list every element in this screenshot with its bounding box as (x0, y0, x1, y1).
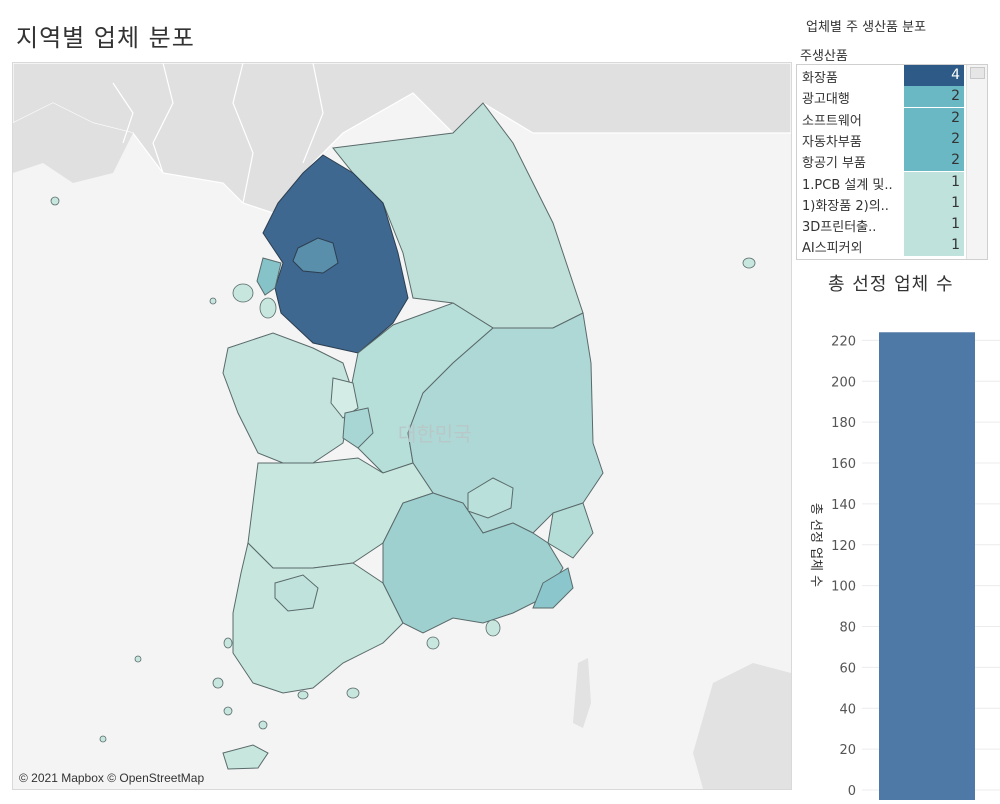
region-daejeon[interactable] (342, 407, 374, 449)
product-list-item[interactable]: 1.PCB 설계 및.. 1 (797, 171, 965, 193)
product-count-bar: 1 (904, 171, 964, 193)
product-column-header: 주생산품 (800, 49, 848, 64)
product-list-item[interactable]: 자동차부품 2 (797, 128, 965, 150)
country-label: 대한민국 (398, 422, 472, 446)
total-bar[interactable] (879, 332, 975, 800)
region-gyeongnam[interactable] (382, 492, 564, 634)
y-tick-label: 120 (831, 539, 856, 554)
product-label: 항공기 부품 (802, 156, 866, 172)
region-seoul[interactable] (292, 237, 339, 274)
product-count: 1 (951, 173, 960, 190)
product-list-item[interactable]: 항공기 부품 2 (797, 150, 965, 172)
islands (50, 196, 756, 743)
region-chungnam[interactable] (222, 332, 354, 464)
bar-chart-title: 총 선정 업체 수 (828, 274, 954, 295)
y-tick-label: 160 (831, 457, 856, 472)
japan-land (693, 663, 791, 789)
y-tick-label: 40 (839, 702, 856, 717)
product-count: 4 (951, 67, 960, 83)
china-coast (13, 103, 133, 183)
product-label: 3D프린터출.. (802, 220, 877, 236)
product-label: 광고대행 (802, 92, 850, 108)
product-label: 1)화장품 2)의.. (802, 198, 889, 214)
product-count: 2 (951, 152, 960, 169)
product-label: AI스피커외 (802, 241, 863, 257)
product-count-bar: 2 (904, 86, 964, 108)
page-title: 지역별 업체 분포 (16, 24, 195, 52)
y-tick-label: 140 (831, 498, 856, 513)
y-axis-title: 총 선정 업체 수 (808, 503, 823, 587)
y-tick-label: 180 (831, 416, 856, 431)
y-tick-label: 220 (831, 334, 856, 349)
product-count-bar: 1 (904, 235, 964, 257)
product-count: 2 (951, 88, 960, 105)
region-ulsan[interactable] (547, 502, 594, 559)
map-svg[interactable]: 대한민국 (13, 63, 791, 789)
y-tick-label: 80 (839, 621, 856, 636)
y-tick-label: 100 (831, 580, 856, 595)
product-count-bar: 2 (904, 107, 964, 129)
product-count-bar: 2 (904, 128, 964, 150)
product-count: 2 (951, 109, 960, 126)
product-list-item[interactable]: 광고대행 2 (797, 86, 965, 108)
product-list[interactable]: 화장품 4 광고대행 2 소프트웨어 2 자동차부품 2 항공기 부품 2 1.PCB 설계 및..… (796, 64, 988, 260)
product-list-item[interactable]: AI스피커외 1 (797, 235, 965, 257)
region-map[interactable]: 대한민국 © 2021 Mapbox © OpenStreetMap (12, 62, 792, 790)
scroll-up-arrow[interactable] (970, 67, 985, 79)
region-gyeongbuk[interactable] (407, 312, 604, 534)
region-incheon[interactable] (256, 257, 282, 296)
product-count: 1 (951, 237, 960, 254)
y-tick-label: 60 (839, 661, 856, 676)
product-panel-title: 업체별 주 생산품 분포 (806, 20, 927, 35)
product-list-item[interactable]: 3D프린터출.. 1 (797, 214, 965, 236)
total-companies-chart[interactable]: 0 20 40 60 80 100 120 140 160 180 200 220 총 선정 업체 수 (796, 300, 1000, 800)
product-list-item[interactable]: 소프트웨어 2 (797, 107, 965, 129)
tsushima-island (573, 658, 591, 728)
product-count-bar: 2 (904, 150, 964, 172)
region-jeju[interactable] (222, 744, 269, 770)
region-gwangju[interactable] (274, 574, 319, 612)
map-attribution[interactable]: © 2021 Mapbox © OpenStreetMap (19, 771, 205, 785)
product-count-bar: 4 (904, 65, 964, 86)
product-list-item[interactable]: 1)화장품 2)의.. 1 (797, 192, 965, 214)
y-tick-label: 200 (831, 375, 856, 390)
product-count: 1 (951, 194, 960, 211)
border-lines (112, 63, 324, 204)
list-scrollbar[interactable] (966, 65, 987, 259)
product-label: 1.PCB 설계 및.. (802, 177, 893, 193)
product-label: 소프트웨어 (802, 113, 862, 129)
product-count: 1 (951, 216, 960, 233)
product-count-bar: 1 (904, 214, 964, 236)
product-count: 2 (951, 130, 960, 147)
y-tick-label: 20 (839, 743, 856, 758)
region-busan[interactable] (532, 567, 574, 609)
product-label: 자동차부품 (802, 134, 862, 150)
product-label: 화장품 (802, 71, 838, 86)
bar-chart-svg: 0 20 40 60 80 100 120 140 160 180 200 220 총 선정 업체 수 (808, 332, 1000, 800)
product-list-item[interactable]: 화장품 4 (797, 65, 965, 86)
y-tick-label: 0 (848, 784, 856, 799)
region-jeonnam[interactable] (232, 542, 404, 694)
product-count-bar: 1 (904, 192, 964, 214)
